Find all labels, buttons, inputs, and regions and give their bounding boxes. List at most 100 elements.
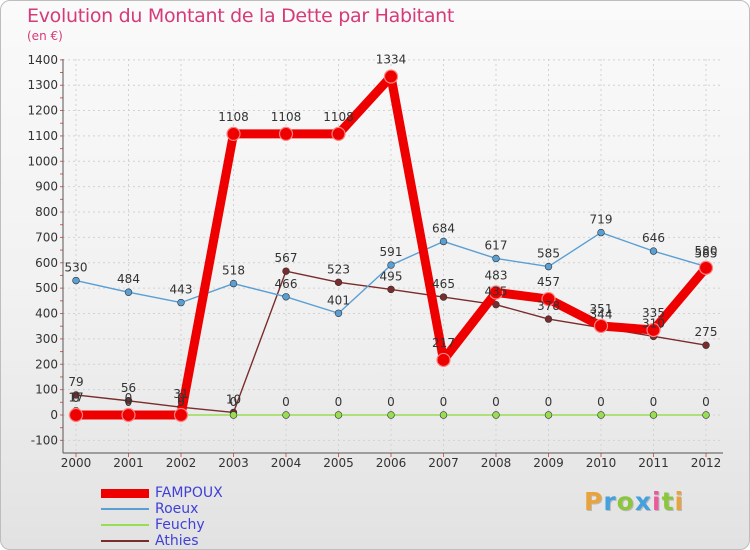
y-tick-label: 1000 bbox=[27, 154, 58, 168]
data-label-fampoux: 217 bbox=[432, 336, 455, 350]
data-point-roeux bbox=[72, 276, 80, 285]
data-label-roeux: 591 bbox=[380, 245, 403, 259]
data-label-fampoux: 1108 bbox=[218, 110, 249, 124]
data-label-fampoux: 1108 bbox=[323, 110, 354, 124]
legend-swatch-roeux bbox=[101, 508, 149, 510]
data-point-feuchy bbox=[229, 411, 238, 419]
data-point-roeux bbox=[334, 309, 343, 317]
data-label-athies: 465 bbox=[432, 277, 455, 291]
data-label-fampoux: 0 bbox=[125, 391, 133, 405]
data-point-fampoux bbox=[541, 291, 556, 307]
legend-label-feuchy: Feuchy bbox=[155, 517, 205, 533]
data-label-fampoux: 580 bbox=[695, 244, 718, 258]
data-label-feuchy: 0 bbox=[230, 395, 238, 409]
data-point-fampoux bbox=[226, 126, 241, 142]
data-point-athies bbox=[387, 285, 395, 294]
y-tick-label: 1100 bbox=[27, 129, 58, 143]
logo-letter: r bbox=[603, 487, 617, 516]
x-tick-label: 2010 bbox=[586, 456, 617, 470]
data-point-feuchy bbox=[334, 411, 343, 419]
data-point-feuchy bbox=[597, 411, 605, 419]
chart-subtitle: (en €) bbox=[27, 29, 63, 43]
data-label-fampoux: 457 bbox=[537, 275, 560, 289]
legend-label-roeux: Roeux bbox=[155, 501, 199, 517]
data-point-fampoux bbox=[436, 352, 451, 368]
proxiti-logo: Proxiti bbox=[584, 487, 684, 516]
data-label-feuchy: 0 bbox=[702, 395, 710, 409]
data-label-fampoux: 483 bbox=[485, 268, 508, 282]
legend-swatch-athies bbox=[101, 540, 149, 542]
data-point-feuchy bbox=[492, 411, 500, 419]
x-tick-label: 2000 bbox=[61, 456, 92, 470]
data-point-feuchy bbox=[282, 411, 290, 419]
data-label-roeux: 646 bbox=[642, 231, 665, 245]
data-point-athies bbox=[702, 341, 710, 349]
x-tick-label: 2001 bbox=[113, 456, 144, 470]
x-tick-label: 2011 bbox=[638, 456, 669, 470]
data-label-roeux: 719 bbox=[590, 213, 613, 227]
x-tick-label: 2002 bbox=[166, 456, 197, 470]
data-point-athies bbox=[124, 397, 133, 405]
data-point-fampoux bbox=[488, 285, 504, 300]
data-point-feuchy bbox=[544, 411, 553, 419]
y-tick-label: 700 bbox=[35, 230, 58, 244]
logo-letter: o bbox=[616, 487, 635, 516]
y-tick-label: 800 bbox=[35, 205, 58, 219]
y-tick-label: 1200 bbox=[27, 104, 58, 118]
data-label-fampoux: 351 bbox=[590, 302, 613, 316]
data-label-roeux: 484 bbox=[117, 272, 140, 286]
y-tick-label: 500 bbox=[35, 281, 58, 295]
data-point-roeux bbox=[387, 261, 395, 269]
data-point-roeux bbox=[229, 279, 238, 288]
legend-swatch-feuchy bbox=[101, 524, 149, 526]
data-point-feuchy bbox=[702, 411, 710, 419]
data-label-athies: 31 bbox=[173, 387, 188, 401]
data-label-feuchy: 17 bbox=[68, 391, 83, 405]
data-label-fampoux: 1334 bbox=[376, 53, 407, 67]
y-tick-label: 0 bbox=[50, 408, 58, 422]
logo-letter: t bbox=[661, 487, 675, 516]
y-tick-label: 200 bbox=[35, 357, 58, 371]
data-label-feuchy: 0 bbox=[125, 395, 133, 409]
data-point-athies bbox=[282, 267, 290, 275]
data-label-roeux: 684 bbox=[432, 221, 455, 235]
data-label-feuchy: 0 bbox=[650, 395, 658, 409]
data-label-athies: 567 bbox=[275, 251, 298, 265]
data-label-athies: 344 bbox=[590, 308, 613, 322]
y-tick-label: 1300 bbox=[27, 78, 58, 92]
data-label-feuchy: 0 bbox=[545, 395, 553, 409]
data-label-feuchy: 0 bbox=[387, 395, 395, 409]
data-label-feuchy: 0 bbox=[335, 395, 343, 409]
data-point-fampoux bbox=[646, 322, 661, 338]
data-point-fampoux bbox=[68, 407, 84, 423]
y-tick-label: 300 bbox=[35, 332, 58, 346]
data-point-athies bbox=[492, 300, 500, 309]
data-label-feuchy: 0 bbox=[177, 395, 185, 409]
data-label-roeux: 530 bbox=[65, 261, 88, 275]
data-point-roeux bbox=[439, 237, 448, 246]
data-point-roeux bbox=[177, 298, 185, 307]
data-label-fampoux: 1108 bbox=[271, 110, 302, 124]
logo-letter: x bbox=[634, 487, 652, 516]
data-label-fampoux: 0 bbox=[72, 391, 80, 405]
data-point-athies bbox=[439, 293, 448, 301]
data-point-fampoux bbox=[383, 69, 399, 84]
x-tick-label: 2008 bbox=[481, 456, 512, 470]
data-label-roeux: 466 bbox=[275, 277, 298, 291]
data-label-roeux: 585 bbox=[695, 247, 718, 261]
data-label-feuchy: 0 bbox=[440, 395, 448, 409]
data-point-roeux bbox=[597, 228, 605, 237]
data-label-feuchy: 0 bbox=[492, 395, 500, 409]
data-label-athies: 79 bbox=[68, 375, 83, 389]
data-point-feuchy bbox=[649, 411, 658, 419]
data-label-fampoux: 0 bbox=[177, 391, 185, 405]
data-label-athies: 310 bbox=[642, 316, 665, 330]
data-label-athies: 435 bbox=[485, 285, 508, 299]
y-tick-label: -100 bbox=[31, 433, 58, 447]
x-tick-label: 2007 bbox=[428, 456, 459, 470]
data-label-athies: 56 bbox=[121, 381, 136, 395]
data-point-athies bbox=[334, 278, 343, 287]
data-point-fampoux bbox=[121, 407, 136, 423]
